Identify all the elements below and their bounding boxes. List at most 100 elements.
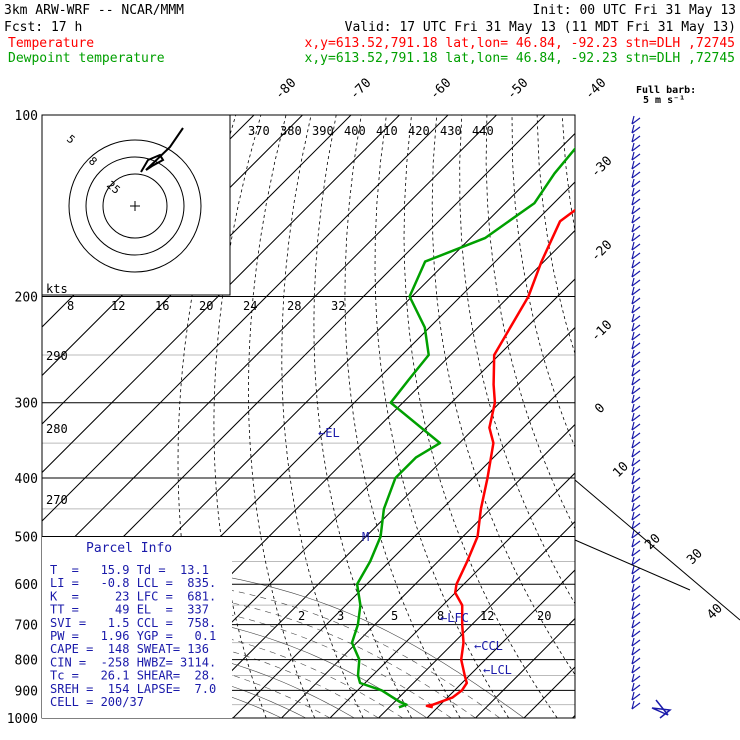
mixing-ratio-label: 8: [437, 609, 444, 623]
wind-barb: [631, 331, 635, 341]
wind-barb: [631, 504, 641, 512]
hodograph-speed-tick: 32: [331, 299, 345, 313]
parcel-info-row: CIN = -258 HWBZ= 3114.: [50, 655, 216, 669]
wind-barb: [631, 142, 635, 152]
isotherm: [184, 326, 575, 718]
wind-barb: [631, 646, 635, 656]
wind-barb: [631, 115, 635, 125]
wind-barb: [631, 171, 641, 179]
isotherm: [378, 520, 575, 718]
wind-barb: [631, 540, 641, 548]
isotherm: [329, 472, 575, 718]
dry-adiabat: [638, 115, 740, 718]
pressure-tick-label: 600: [15, 578, 38, 593]
wind-barb: [631, 178, 635, 188]
hodograph-speed-tick: 20: [199, 299, 213, 313]
dewpoint-location: x,y=613.52,791.18 lat,lon= 46.84, -92.23…: [305, 51, 735, 66]
wind-barb: [631, 279, 641, 287]
dry-adiabat: [344, 115, 461, 718]
dry-adiabat: [403, 115, 558, 718]
wind-barb: [631, 477, 641, 485]
wind-barb: [631, 522, 641, 530]
wind-barb: [631, 268, 635, 278]
wind-barb: [631, 297, 641, 305]
wind-barb: [631, 333, 641, 341]
wind-barb: [631, 124, 635, 134]
wind-barb: [631, 484, 635, 494]
mixing-ratio-label: 12: [480, 609, 494, 623]
wind-barb: [631, 394, 635, 404]
wind-barb: [631, 304, 635, 314]
wind-barb: [631, 682, 635, 692]
wind-barb: [631, 160, 635, 170]
wind-barb: [631, 684, 641, 692]
wind-barb: [631, 396, 641, 404]
hodograph-speed-tick: 28: [287, 299, 301, 313]
wind-barb: [631, 162, 641, 170]
pressure-tick-label: 900: [15, 684, 38, 699]
isotherm: [42, 115, 352, 425]
wind-barb: [631, 702, 641, 710]
dry-adiabat: [561, 115, 575, 233]
wind-barb: [631, 324, 641, 332]
init-time: Init: 00 UTC Fri 31 May 13: [533, 3, 737, 18]
wind-barb: [631, 117, 641, 125]
wind-barb: [631, 547, 635, 557]
dry-adiabat: [663, 115, 740, 718]
wind-barb: [631, 468, 641, 476]
wind-barb-surface: [651, 699, 672, 719]
hodograph-speed-tick: 16: [155, 299, 169, 313]
parcel-info-row: SREH = 154 LAPSE= 7.0: [50, 682, 216, 696]
temperature-label: Temperature: [8, 36, 94, 51]
isotherm: [42, 115, 449, 522]
wind-barb: [631, 565, 635, 575]
isotherm-label: -10: [588, 318, 615, 345]
pressure-tick-label: 200: [15, 291, 38, 306]
isotherm: [42, 115, 497, 571]
wind-barb: [631, 216, 641, 224]
wind-barb: [631, 576, 641, 584]
wind-barb: [631, 441, 641, 449]
wind-barb: [631, 439, 635, 449]
level-annotation-lcl: ←LCL: [483, 663, 512, 677]
wind-barb: [631, 412, 635, 422]
wind-barb: [631, 405, 641, 413]
hodograph-speed-tick: 12: [111, 299, 125, 313]
wind-barb: [631, 457, 635, 467]
wind-barb: [631, 430, 635, 440]
wind-barb: [631, 387, 641, 395]
theta-label: 270: [46, 493, 68, 507]
wind-barb: [631, 657, 641, 665]
isotherm-label: 0: [592, 401, 608, 417]
theta-label: 290: [46, 349, 68, 363]
isotherm-label: -40: [582, 76, 609, 103]
wind-barb: [631, 259, 635, 269]
hodograph-ring: [68, 139, 202, 273]
wind-barb: [631, 421, 635, 431]
pressure-tick-label: 300: [15, 397, 38, 412]
wind-barb: [631, 243, 641, 251]
wind-barb: [631, 151, 635, 161]
wind-barb: [631, 252, 641, 260]
wind-barb: [631, 673, 635, 683]
valid-time: Valid: 17 UTC Fri 31 May 13 (11 MDT Fri …: [345, 20, 736, 35]
wind-barb: [631, 531, 641, 539]
wind-barb: [631, 594, 641, 602]
isotherm: [232, 375, 575, 718]
parcel-info-row: LI = -0.8 LCL = 835.: [50, 576, 216, 590]
mixing-ratio-label: 5: [391, 609, 398, 623]
isotherm: [281, 423, 575, 718]
parcel-info-row: Tc = 26.1 SHEAR= 28.: [50, 669, 216, 683]
dry-adiabat: [248, 115, 316, 718]
wind-barb: [631, 306, 641, 314]
isotherm-label: -20: [588, 238, 615, 265]
wind-barb: [631, 448, 635, 458]
parcel-info-row: T = 15.9 Td = 13.1: [50, 563, 209, 577]
parcel-info-row: PW = 1.96 YGP = 0.1: [50, 629, 216, 643]
dry-adiabat: [459, 115, 575, 605]
wind-barb: [631, 288, 641, 296]
wind-barb: [631, 232, 635, 242]
mixing-ratio-label: 20: [537, 609, 551, 623]
hodograph-frame: [41, 114, 231, 296]
